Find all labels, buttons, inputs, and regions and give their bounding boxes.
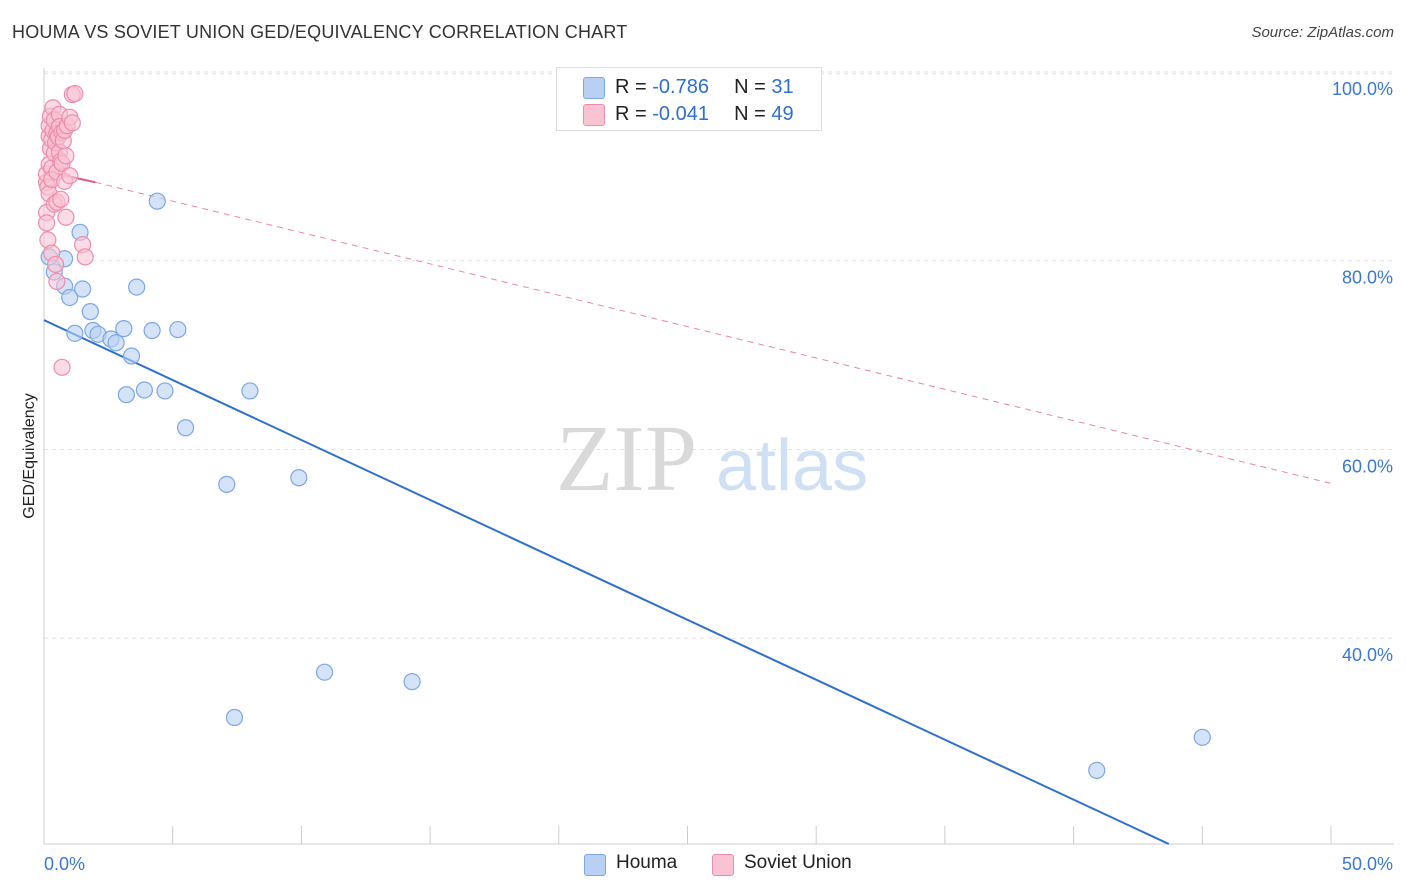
houma-point <box>148 192 166 210</box>
houma-point <box>61 288 79 307</box>
houma-point <box>66 324 84 342</box>
watermark-atlas: atlas <box>716 426 868 506</box>
n-value: 31 <box>771 76 794 98</box>
houma-point <box>107 334 125 352</box>
houma-point <box>81 303 99 321</box>
soviet-union-point <box>46 255 65 274</box>
houma-point <box>143 321 161 340</box>
houma-point <box>290 469 308 487</box>
soviet-union-swatch <box>583 104 605 126</box>
n-label: N = <box>734 103 766 125</box>
houma-point <box>403 673 421 691</box>
tick-labels: 40.0% 60.0% 80.0% 100.0% 0.0% 50.0% <box>44 79 1393 874</box>
houma-point <box>315 663 334 681</box>
trend-line-extension <box>95 181 1332 484</box>
houma-point <box>117 386 135 404</box>
houma-point <box>176 419 195 437</box>
watermark: ZIP atlas <box>556 407 868 511</box>
houma-point <box>218 475 236 493</box>
soviet-union-point <box>53 358 71 376</box>
houma-point <box>1088 761 1106 779</box>
houma-point <box>122 347 141 365</box>
data-points <box>37 84 1211 779</box>
soviet-union-point <box>76 248 94 266</box>
n-value: 49 <box>771 103 794 125</box>
houma-point <box>169 320 187 339</box>
houma-point <box>241 382 259 400</box>
source-label: Source: ZipAtlas.com <box>1251 24 1394 41</box>
y-tick-label: 60.0% <box>1342 456 1393 476</box>
houma-point <box>128 278 146 296</box>
x-tick-label: 0.0% <box>44 854 85 874</box>
trend-line <box>43 319 1170 845</box>
soviet-union-point <box>63 114 81 132</box>
y-tick-label: 80.0% <box>1342 268 1393 288</box>
grid-lines <box>44 71 1394 639</box>
soviet-union-point <box>57 208 75 226</box>
houma-point <box>115 320 133 338</box>
houma-point <box>156 382 174 400</box>
soviet-union-point <box>61 167 79 185</box>
houma-point <box>225 708 244 727</box>
r-value: -0.786 <box>652 76 709 98</box>
houma-point <box>135 381 153 399</box>
soviet-union-stats: R = -0.041 N = 49 <box>615 103 794 126</box>
legend-label-soviet-union: Soviet Union <box>744 852 852 873</box>
houma-stats: R = -0.786 N = 31 <box>615 76 794 99</box>
legend-label-houma: Houma <box>616 852 678 873</box>
watermark-zip: ZIP <box>556 407 697 511</box>
houma-swatch <box>583 77 605 99</box>
soviet-union-point <box>37 214 56 232</box>
r-value: -0.041 <box>652 103 709 125</box>
soviet-union-point <box>66 84 84 103</box>
y-tick-label: 100.0% <box>1332 79 1393 99</box>
chart-title: HOUMA VS SOVIET UNION GED/EQUIVALENCY CO… <box>12 22 628 42</box>
houma-point <box>74 280 92 298</box>
soviet-union-point <box>57 147 75 165</box>
soviet-union-point <box>48 272 66 291</box>
y-tick-label: 40.0% <box>1342 645 1393 665</box>
r-label: R = <box>615 103 647 125</box>
x-tick-label: 50.0% <box>1342 854 1393 874</box>
stats-legend: R = -0.786 N = 31 R = -0.041 N = 49 <box>556 67 822 131</box>
soviet-union-legend-swatch <box>712 854 734 876</box>
houma-point <box>1193 728 1211 746</box>
r-label: R = <box>615 76 647 98</box>
n-label: N = <box>734 76 766 98</box>
soviet-union-point <box>52 190 70 208</box>
houma-legend-swatch <box>584 854 606 876</box>
